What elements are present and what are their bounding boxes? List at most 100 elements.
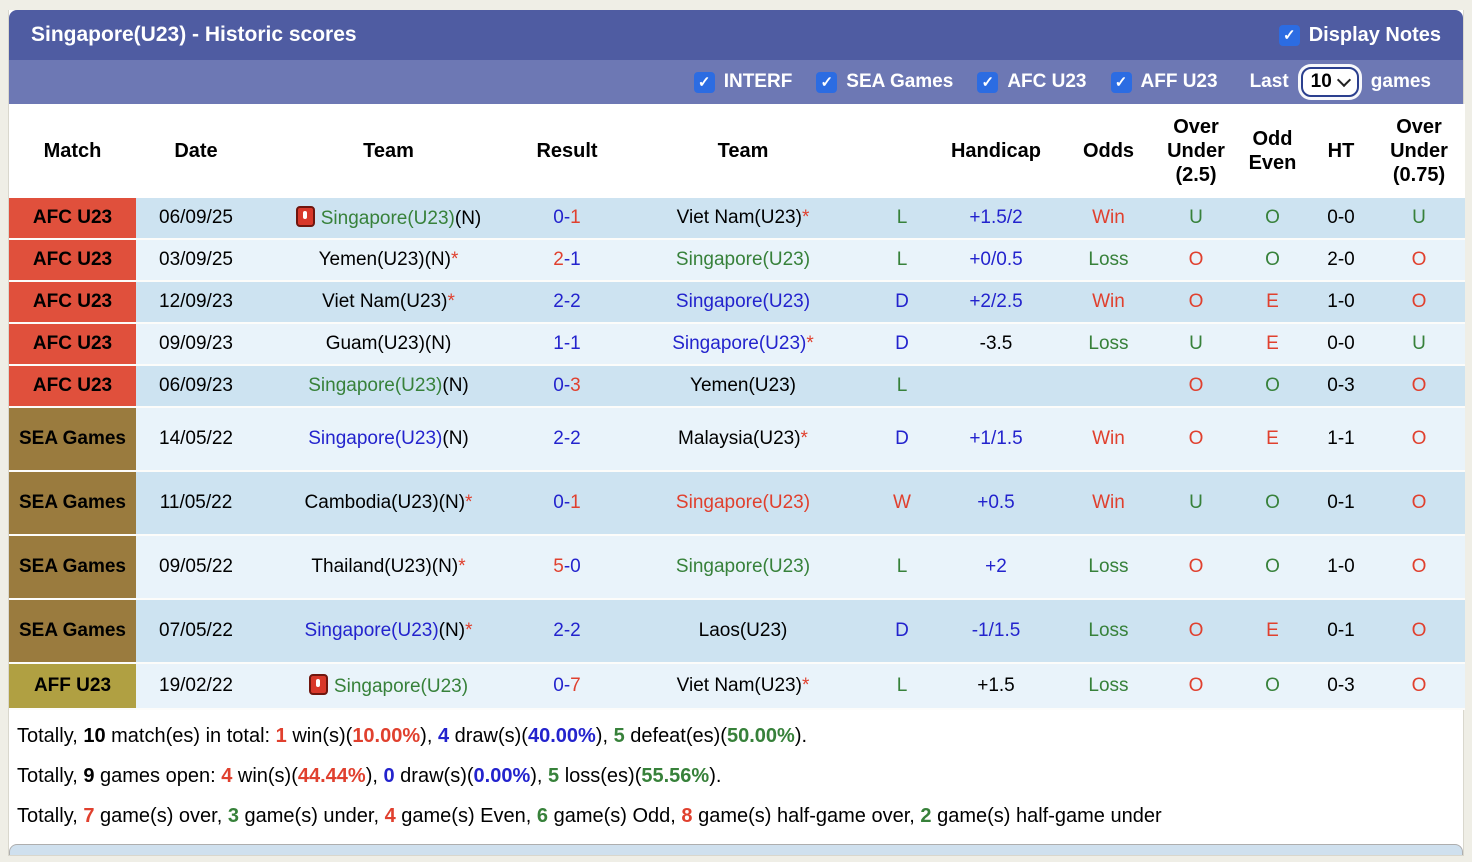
- checkbox-checked-icon[interactable]: ✓: [1110, 71, 1132, 93]
- table-row: AFF U23 19/02/22 Singapore(U23) 0-7 Viet Nam…: [9, 664, 1465, 710]
- text-segment: *: [447, 291, 455, 312]
- text-segment: game(s) half-game over,: [692, 805, 921, 827]
- handicap-cell: +2/2.5: [931, 282, 1061, 324]
- date-cell: 14/05/22: [136, 408, 256, 472]
- table-row: AFC U23 03/09/25 Yemen(U23)(N)* 2-1 Singapor…: [9, 240, 1465, 282]
- odd-even-cell: O: [1236, 198, 1309, 240]
- text-segment: win(s)(: [232, 765, 298, 787]
- text-segment: 2-2: [553, 620, 581, 641]
- checkbox-checked-icon[interactable]: ✓: [1278, 24, 1300, 46]
- text-segment: (N): [438, 620, 466, 641]
- odd-even-cell: O: [1236, 536, 1309, 600]
- text-segment: loss(es)(: [559, 765, 642, 787]
- odd-even-cell: E: [1236, 282, 1309, 324]
- text-segment: O: [1411, 675, 1427, 696]
- text-segment: O: [1188, 375, 1204, 396]
- result-cell: 0-1: [521, 198, 613, 240]
- notes-icon: [308, 674, 328, 695]
- column-header: Date: [136, 104, 256, 198]
- text-segment: Totally,: [17, 725, 84, 747]
- filter-interf[interactable]: ✓ INTERF: [693, 71, 793, 93]
- text-segment: Viet Nam(U23): [322, 291, 448, 312]
- filter-label: AFF U23: [1140, 71, 1218, 92]
- result-cell: 2-2: [521, 600, 613, 664]
- text-segment: 7: [570, 675, 581, 696]
- text-segment: L: [896, 207, 908, 228]
- over-under-075-cell: O: [1373, 366, 1465, 408]
- text-segment: Singapore(U23): [333, 676, 469, 697]
- filter-afc-u23[interactable]: ✓ AFC U23: [977, 71, 1087, 93]
- date-cell: 11/05/22: [136, 472, 256, 536]
- text-segment: O: [1188, 620, 1204, 641]
- text-segment: Singapore(U23): [308, 375, 443, 396]
- text-segment: D: [895, 291, 909, 312]
- text-segment: D: [895, 333, 909, 354]
- page-title: Singapore(U23) - Historic scores: [31, 23, 357, 46]
- over-under-25-cell: O: [1156, 536, 1236, 600]
- filter-sea-games[interactable]: ✓ SEA Games: [816, 71, 953, 93]
- text-segment: ).: [709, 765, 722, 787]
- text-segment: Singapore(U23): [672, 333, 807, 354]
- text-segment: 4: [437, 725, 450, 747]
- last-label: Last: [1249, 71, 1289, 92]
- text-segment: O: [1411, 556, 1427, 577]
- competition-badge: SEA Games: [9, 472, 136, 536]
- home-team-cell: Thailand(U23)(N)*: [256, 536, 521, 600]
- wdl-cell: D: [873, 408, 931, 472]
- table-row: AFC U23 09/09/23 Guam(U23)(N) 1-1 Singapore(…: [9, 324, 1465, 366]
- text-segment: 50.00%: [726, 725, 795, 747]
- filter-label: INTERF: [723, 71, 793, 92]
- historic-scores-table: Match Date Team Result Team Handicap Odds Over …: [9, 104, 1465, 710]
- table-row: AFC U23 06/09/25 Singapore(U23)(N) 0-1 Viet …: [9, 198, 1465, 240]
- text-segment: games open:: [94, 765, 222, 787]
- text-segment: E: [1266, 333, 1279, 354]
- text-segment: 55.56%: [641, 765, 710, 787]
- filter-aff-u23[interactable]: ✓ AFF U23: [1110, 71, 1218, 93]
- checkbox-checked-icon[interactable]: ✓: [977, 71, 999, 93]
- column-header: Odd Even: [1236, 104, 1309, 198]
- text-segment: Singapore(U23): [675, 291, 811, 312]
- text-segment: O: [1411, 620, 1427, 641]
- away-team-cell: Yemen(U23): [613, 366, 873, 408]
- odd-even-cell: E: [1236, 324, 1309, 366]
- odds-cell: Loss: [1061, 536, 1156, 600]
- ht-cell: 0-1: [1309, 600, 1373, 664]
- text-segment: game(s) over,: [94, 805, 228, 827]
- selected-games-count: 10: [1310, 71, 1332, 92]
- text-segment: W: [893, 492, 911, 513]
- text-segment: *: [465, 620, 473, 641]
- text-segment: Win: [1092, 207, 1125, 228]
- last-games-select[interactable]: 10: [1300, 67, 1359, 97]
- summary-line: Totally, 9 games open: 4 win(s)(44.44%),…: [17, 756, 1453, 796]
- handicap-cell: -1/1.5: [931, 600, 1061, 664]
- table-row: SEA Games 11/05/22 Cambodia(U23)(N)* 0-1 Sin…: [9, 472, 1465, 536]
- odd-even-cell: O: [1236, 664, 1309, 710]
- checkbox-checked-icon[interactable]: ✓: [693, 71, 715, 93]
- text-segment: match(es) in total:: [105, 725, 276, 747]
- ht-cell: 0-3: [1309, 366, 1373, 408]
- text-segment: Viet Nam(U23): [676, 675, 802, 696]
- historic-scores-panel: Singapore(U23) - Historic scores ✓ Displ…: [8, 10, 1465, 856]
- text-segment: 10: [83, 725, 106, 747]
- text-segment: U: [1189, 207, 1203, 228]
- text-segment: 4: [384, 805, 396, 827]
- text-segment: 2: [553, 249, 564, 270]
- wdl-cell: L: [873, 536, 931, 600]
- over-under-25-cell: O: [1156, 408, 1236, 472]
- text-segment: ).: [794, 725, 808, 747]
- text-segment: ),: [530, 765, 549, 787]
- text-segment: 5: [553, 556, 564, 577]
- text-segment: O: [1411, 428, 1427, 449]
- handicap-cell: -3.5: [931, 324, 1061, 366]
- odds-cell: Win: [1061, 408, 1156, 472]
- column-header: [873, 104, 931, 198]
- ht-cell: 1-0: [1309, 536, 1373, 600]
- display-notes-toggle[interactable]: ✓ Display Notes: [1278, 24, 1441, 47]
- away-team-cell: Singapore(U23): [613, 282, 873, 324]
- checkbox-checked-icon[interactable]: ✓: [816, 71, 838, 93]
- odd-even-cell: O: [1236, 366, 1309, 408]
- home-team-cell: Singapore(U23)(N): [256, 366, 521, 408]
- competition-filters: ✓ INTERF ✓ SEA Games ✓ AFC U23 ✓ AFF U23: [693, 71, 1242, 93]
- text-segment: O: [1411, 291, 1427, 312]
- text-segment: -1: [563, 249, 581, 270]
